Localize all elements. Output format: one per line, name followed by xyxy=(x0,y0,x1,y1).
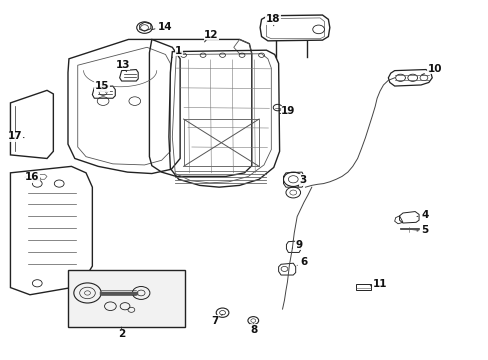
Text: 7: 7 xyxy=(211,315,222,325)
Text: 18: 18 xyxy=(265,14,280,26)
Text: 2: 2 xyxy=(118,327,125,339)
Text: 12: 12 xyxy=(203,30,218,42)
Text: 3: 3 xyxy=(298,175,306,186)
Text: 14: 14 xyxy=(152,22,172,32)
Bar xyxy=(183,119,259,166)
Text: 8: 8 xyxy=(250,323,257,335)
Text: 10: 10 xyxy=(421,64,441,75)
Text: 6: 6 xyxy=(297,257,307,267)
Bar xyxy=(355,284,370,291)
Text: 19: 19 xyxy=(279,106,295,116)
Text: 13: 13 xyxy=(115,59,130,72)
Text: 5: 5 xyxy=(416,225,427,235)
Text: 9: 9 xyxy=(292,239,302,249)
Text: 4: 4 xyxy=(416,210,427,220)
Text: 17: 17 xyxy=(8,131,24,141)
Text: 16: 16 xyxy=(25,172,41,182)
Text: 11: 11 xyxy=(369,279,386,289)
Bar xyxy=(68,270,184,327)
Text: 1: 1 xyxy=(172,46,182,57)
Text: 15: 15 xyxy=(95,81,109,92)
